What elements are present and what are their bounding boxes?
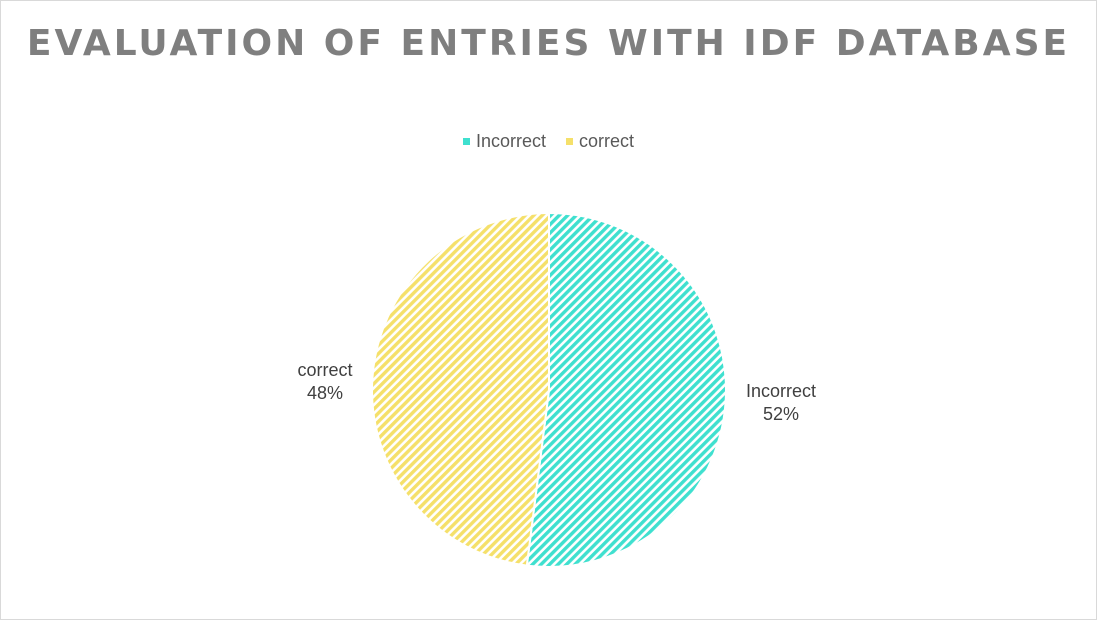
chart-legend: Incorrect correct [0, 131, 1097, 152]
legend-swatch-correct [566, 138, 573, 145]
data-label-incorrect-value: 52% [763, 404, 799, 424]
data-label-correct-value: 48% [307, 383, 343, 403]
data-label-correct-name: correct [297, 360, 352, 380]
pie-slice-incorrect[interactable] [525, 211, 727, 568]
legend-item-incorrect[interactable]: Incorrect [462, 131, 546, 152]
legend-label-correct: correct [579, 131, 635, 151]
chart-title: EVALUATION OF ENTRIES WITH IDF DATABASE [26, 23, 1071, 64]
legend-label-incorrect: Incorrect [475, 131, 546, 151]
data-label-incorrect-name: Incorrect [746, 381, 816, 401]
pie-slice-correct[interactable] [371, 211, 550, 567]
legend-swatch-incorrect [462, 138, 470, 145]
legend-item-correct[interactable]: correct [566, 131, 634, 152]
